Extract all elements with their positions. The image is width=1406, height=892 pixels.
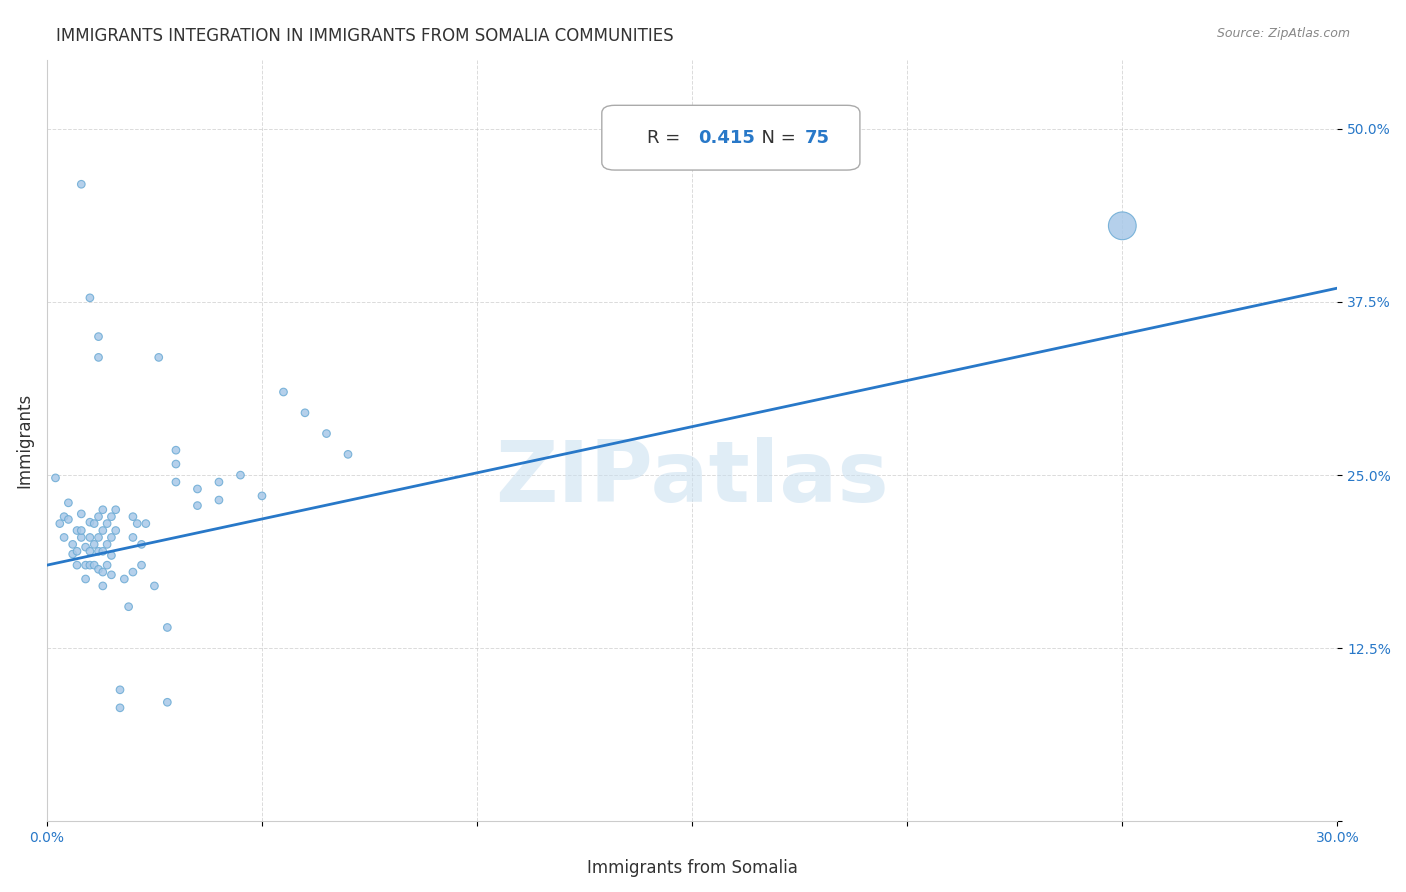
Point <box>337 447 360 461</box>
Text: ZIPatlas: ZIPatlas <box>495 437 889 520</box>
Point <box>91 524 114 538</box>
Point <box>112 572 135 586</box>
Point <box>1111 219 1133 233</box>
Point <box>122 531 145 545</box>
Point <box>44 471 66 485</box>
Point <box>66 544 89 558</box>
Point <box>62 537 84 551</box>
Point <box>208 493 231 508</box>
Point <box>87 351 110 365</box>
Point <box>70 524 93 538</box>
Text: N =: N = <box>751 129 801 147</box>
Point <box>108 701 131 715</box>
Point <box>186 482 208 496</box>
Text: Source: ZipAtlas.com: Source: ZipAtlas.com <box>1216 27 1350 40</box>
Point <box>165 457 187 471</box>
Point <box>96 537 118 551</box>
Point <box>315 426 337 441</box>
Text: IMMIGRANTS INTEGRATION IN IMMIGRANTS FROM SOMALIA COMMUNITIES: IMMIGRANTS INTEGRATION IN IMMIGRANTS FRO… <box>56 27 673 45</box>
Point <box>79 531 101 545</box>
Text: 0.415: 0.415 <box>699 129 755 147</box>
Point <box>108 682 131 697</box>
Point <box>135 516 157 531</box>
Point <box>148 351 170 365</box>
FancyBboxPatch shape <box>602 105 860 170</box>
Point <box>104 524 127 538</box>
Point <box>87 531 110 545</box>
X-axis label: Immigrants from Somalia: Immigrants from Somalia <box>586 859 797 877</box>
Point <box>66 524 89 538</box>
Point <box>83 537 105 551</box>
Point <box>122 565 145 579</box>
Point <box>91 565 114 579</box>
Point <box>131 537 153 551</box>
Point <box>87 562 110 576</box>
Point <box>53 509 76 524</box>
Y-axis label: Immigrants: Immigrants <box>15 392 32 488</box>
Point <box>79 544 101 558</box>
Point <box>87 544 110 558</box>
Point <box>75 572 97 586</box>
Point <box>165 475 187 489</box>
Point <box>70 531 93 545</box>
Point <box>83 516 105 531</box>
Point <box>79 291 101 305</box>
Point <box>83 558 105 573</box>
Point <box>104 502 127 516</box>
Point <box>117 599 139 614</box>
Point <box>49 516 72 531</box>
Point <box>58 512 80 526</box>
Point <box>273 384 295 399</box>
Point <box>91 502 114 516</box>
Point <box>250 489 273 503</box>
Point <box>53 531 76 545</box>
Point <box>62 547 84 561</box>
Point <box>131 558 153 573</box>
Point <box>100 567 122 582</box>
Text: 75: 75 <box>804 129 830 147</box>
Point <box>91 579 114 593</box>
Point <box>96 516 118 531</box>
Point <box>122 509 145 524</box>
Point <box>87 329 110 343</box>
Point <box>87 509 110 524</box>
Point <box>70 507 93 521</box>
Point <box>91 544 114 558</box>
Point <box>75 558 97 573</box>
Point <box>75 540 97 554</box>
Point <box>127 516 149 531</box>
Point <box>156 620 179 634</box>
Point <box>100 531 122 545</box>
Point <box>96 558 118 573</box>
Text: R =: R = <box>647 129 686 147</box>
Point <box>100 509 122 524</box>
Point <box>165 443 187 458</box>
Point <box>79 515 101 529</box>
Point <box>70 178 93 192</box>
Point <box>79 558 101 573</box>
Point <box>294 406 316 420</box>
Point <box>208 475 231 489</box>
Point <box>66 558 89 573</box>
Point <box>58 496 80 510</box>
Point <box>156 695 179 709</box>
Point <box>100 549 122 563</box>
Point <box>143 579 166 593</box>
Point <box>229 468 252 483</box>
Point <box>186 499 208 513</box>
